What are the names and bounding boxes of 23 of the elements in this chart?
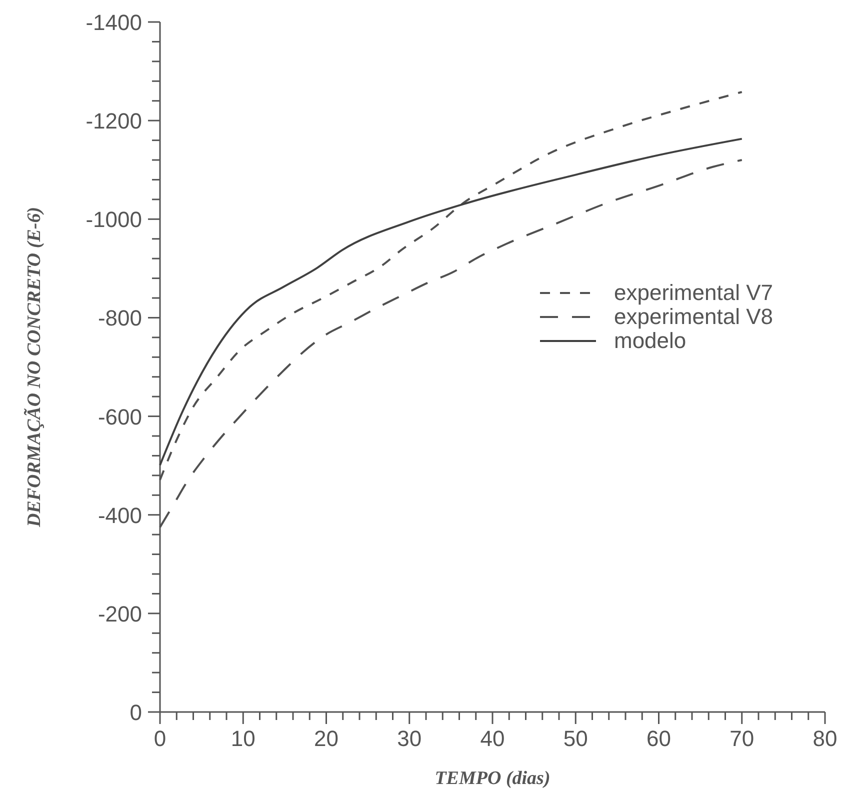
x-tick-label: 70 (730, 726, 754, 751)
y-tick-label: -1000 (86, 207, 142, 232)
legend-label: experimental V8 (614, 304, 773, 329)
legend-label: experimental V7 (614, 280, 773, 305)
y-tick-label: -200 (98, 601, 142, 626)
x-tick-label: 40 (480, 726, 505, 751)
y-axis-title: DEFORMAÇÃO NO CONCRETO (E-6) (23, 206, 45, 528)
y-tick-label: -600 (98, 404, 142, 430)
x-tick-label: 0 (154, 726, 166, 751)
y-tick-label: -400 (98, 502, 142, 528)
x-tick-label: 20 (314, 726, 338, 751)
y-tick-label: 0 (130, 700, 142, 725)
legend-label: modelo (614, 328, 686, 353)
x-tick-label: 30 (397, 726, 422, 751)
x-axis-title: TEMPO (dias) (434, 768, 550, 789)
x-tick-label: 80 (812, 726, 838, 751)
x-tick-label: 60 (646, 726, 671, 751)
y-tick-label: -1200 (86, 108, 142, 134)
y-tick-label: -800 (98, 306, 142, 331)
line-series (159, 138, 743, 466)
x-tick-label: 50 (563, 726, 588, 751)
y-tick-label: -1400 (86, 10, 142, 35)
x-tick-label: 10 (230, 726, 256, 751)
